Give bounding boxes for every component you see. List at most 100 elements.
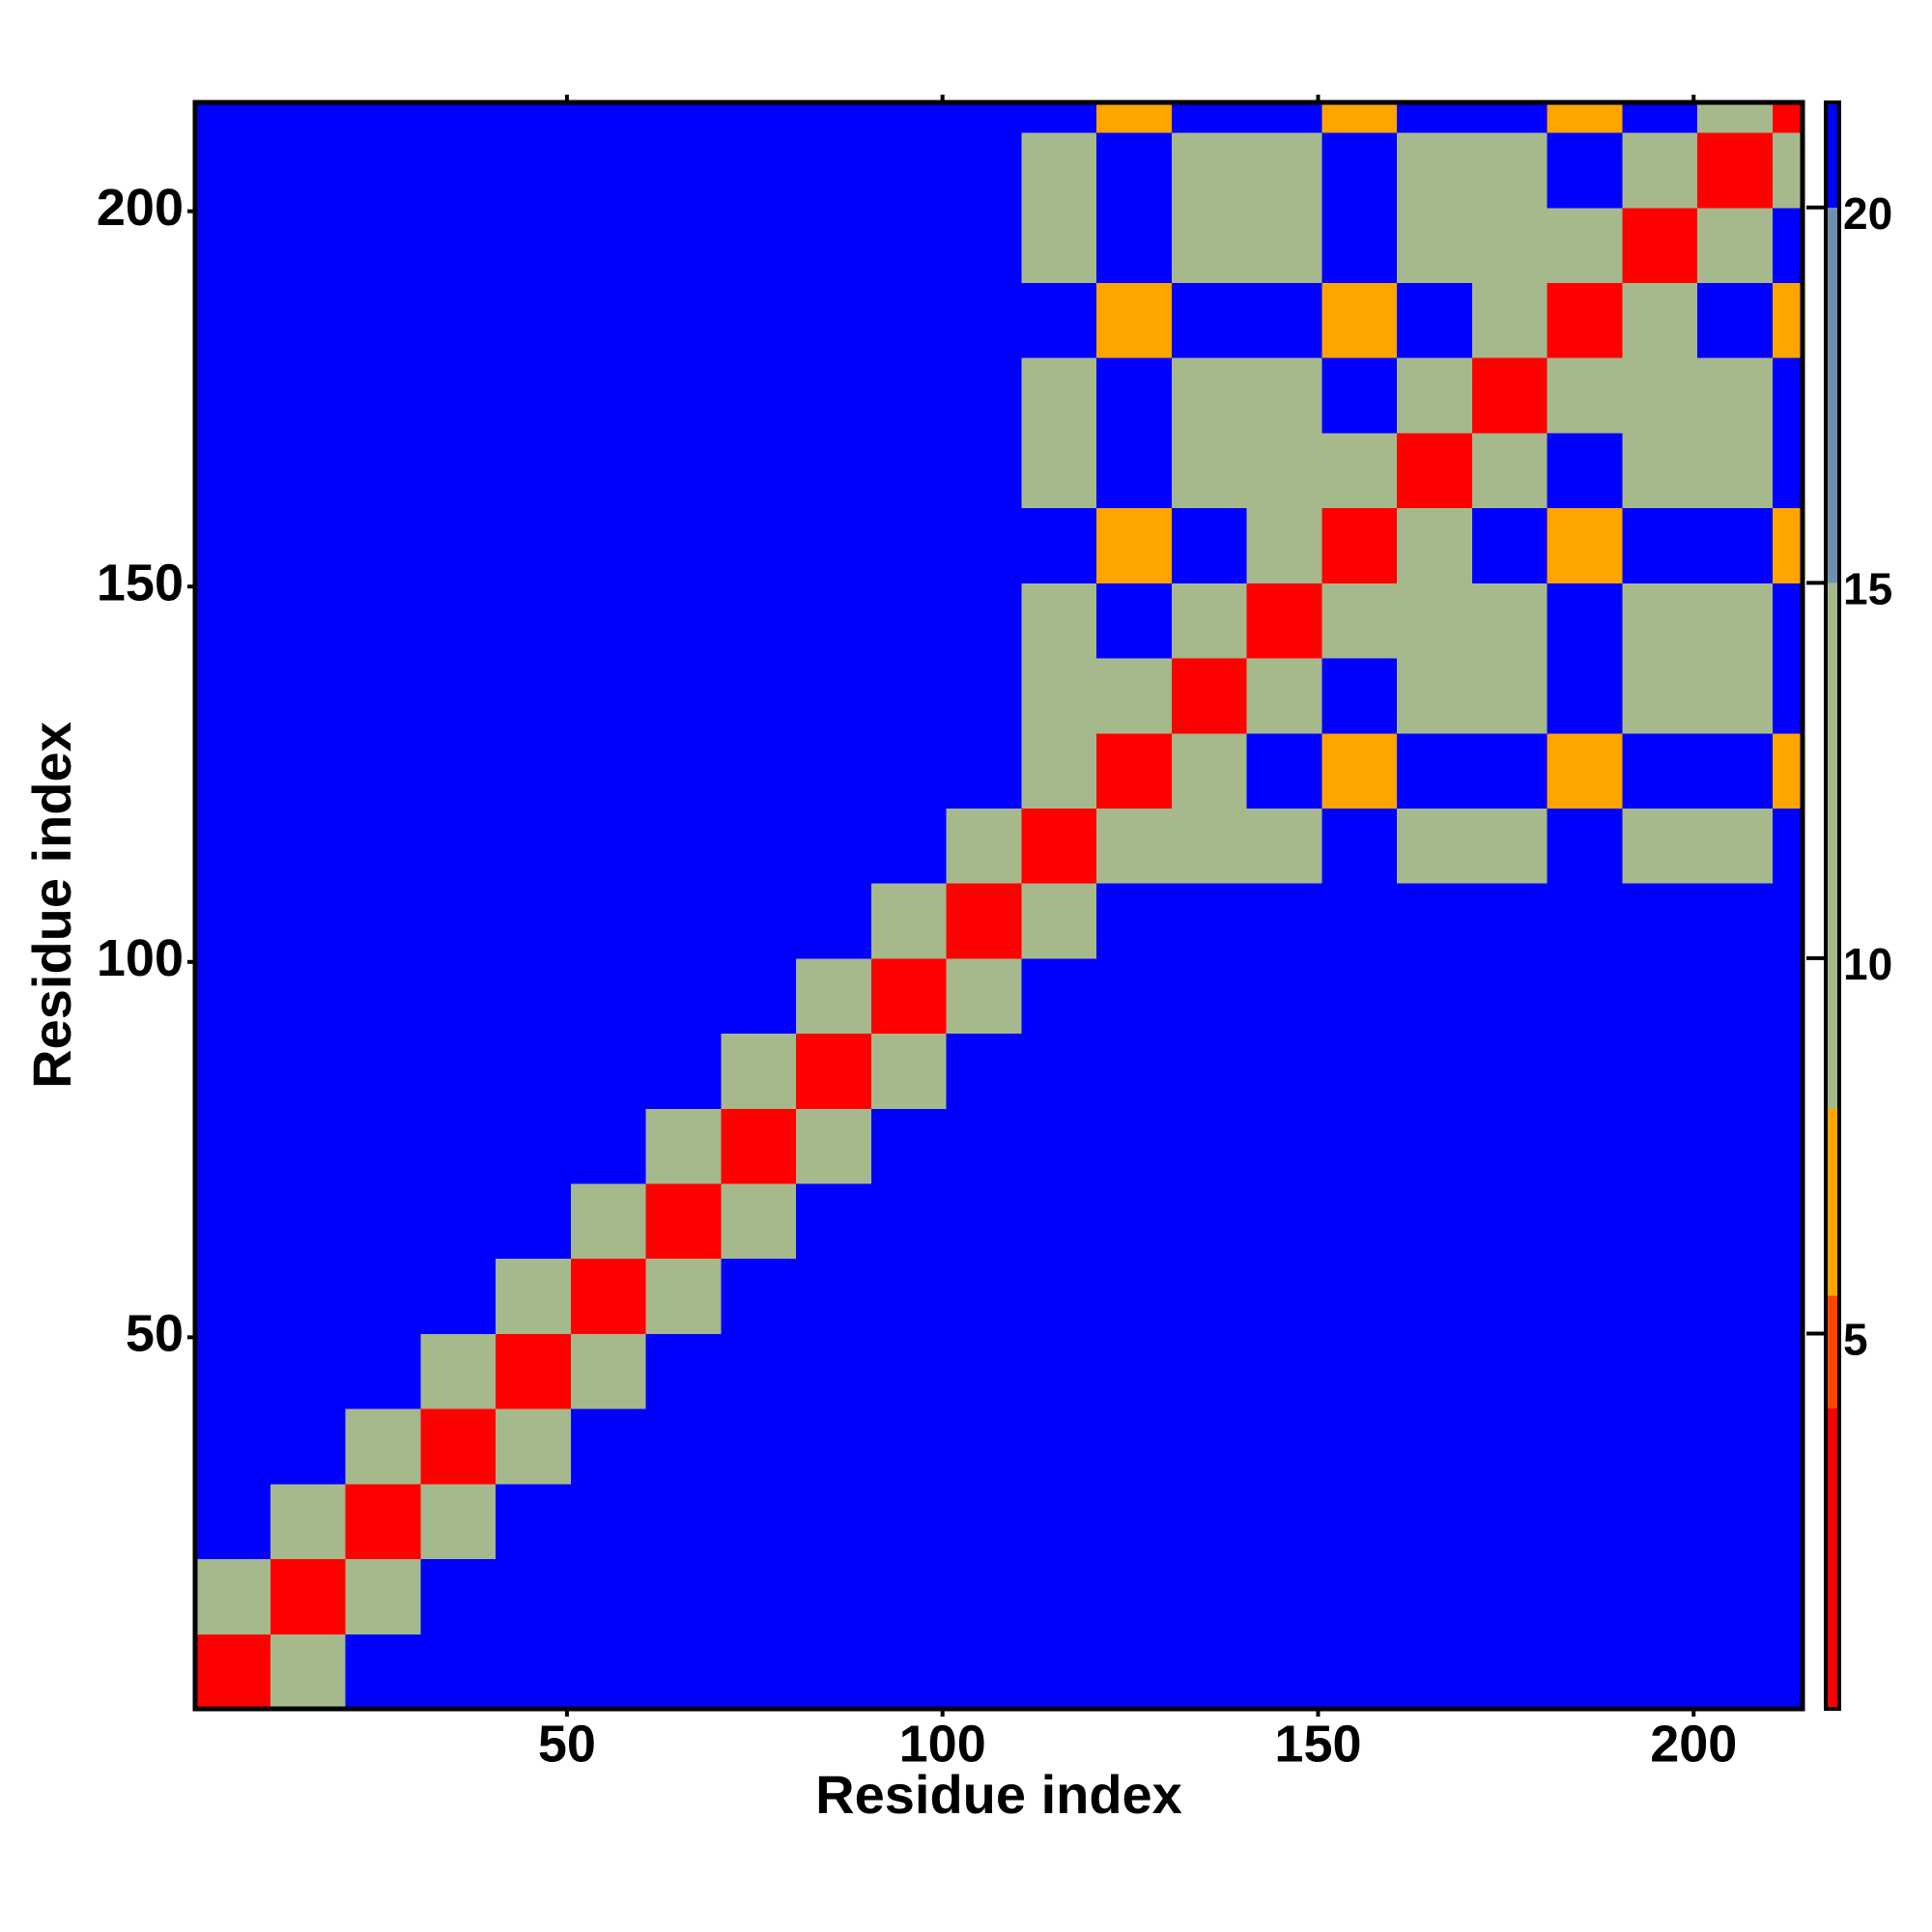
heatmap-cell <box>721 732 797 809</box>
heatmap-cell <box>496 1634 572 1710</box>
heatmap-cell <box>1697 432 1774 509</box>
heatmap-cell <box>870 102 948 133</box>
colorbar-band <box>1826 102 1839 208</box>
heatmap-cell <box>1397 1483 1473 1560</box>
heatmap-cell <box>1397 102 1473 133</box>
heatmap-cell <box>496 808 572 884</box>
heatmap-cell <box>1471 1483 1548 1560</box>
heatmap-cell <box>721 1258 797 1334</box>
heatmap-cell <box>946 102 1022 133</box>
heatmap-cell <box>345 102 421 133</box>
heatmap-cell <box>1321 1108 1398 1184</box>
heatmap-cell <box>1246 1408 1322 1485</box>
heatmap-cell <box>1471 102 1548 133</box>
heatmap-cell <box>946 808 1022 884</box>
heatmap-cell <box>1246 1333 1322 1409</box>
heatmap-cell <box>1622 1333 1698 1409</box>
x-axis-title: Residue index <box>815 1764 1182 1825</box>
heatmap-cell <box>946 582 1022 659</box>
heatmap-cell <box>1171 1408 1248 1485</box>
heatmap-cells <box>195 102 1804 1710</box>
heatmap-cell <box>420 658 497 734</box>
heatmap-cell <box>570 1558 647 1634</box>
heatmap-cell <box>796 1558 872 1634</box>
heatmap-cell <box>721 1483 797 1560</box>
heatmap-cell <box>420 432 497 509</box>
heatmap-cell <box>721 282 797 358</box>
heatmap-cell <box>1772 102 1804 133</box>
heatmap-cell <box>1697 132 1774 209</box>
heatmap-cell <box>496 132 572 209</box>
heatmap-cell <box>570 1333 647 1409</box>
heatmap-cell <box>870 132 948 209</box>
heatmap-cell <box>570 1483 647 1560</box>
heatmap-cell <box>645 1183 722 1260</box>
heatmap-cell <box>1021 1408 1097 1485</box>
heatmap-cell <box>1471 507 1548 583</box>
heatmap-cell <box>270 1258 347 1334</box>
heatmap-cell <box>420 1634 497 1710</box>
heatmap-cell <box>345 658 421 734</box>
heatmap-cell <box>1021 1258 1097 1334</box>
heatmap-cell <box>195 507 271 583</box>
heatmap-cell <box>946 132 1022 209</box>
heatmap-cell <box>270 507 347 583</box>
heatmap-cell <box>1321 957 1398 1035</box>
heatmap-cell <box>1171 1183 1248 1260</box>
heatmap-cell <box>345 1333 421 1409</box>
heatmap-cell <box>1171 1634 1248 1710</box>
heatmap-cell <box>1697 357 1774 434</box>
heatmap-cell <box>1697 1108 1774 1184</box>
heatmap-cell <box>345 207 421 284</box>
heatmap-cell <box>1622 282 1698 358</box>
heatmap-cell <box>870 1033 948 1109</box>
colorbar-band <box>1826 1408 1839 1709</box>
heatmap-cell <box>195 357 271 434</box>
heatmap-cell <box>420 732 497 809</box>
heatmap-cell <box>796 282 872 358</box>
heatmap-cell <box>645 207 722 284</box>
heatmap-cell <box>870 432 948 509</box>
heatmap-cell <box>1096 207 1173 284</box>
heatmap-cell <box>721 1108 797 1184</box>
heatmap-cell <box>1622 582 1698 659</box>
heatmap-cell <box>1772 507 1804 583</box>
heatmap-cell <box>270 1333 347 1409</box>
heatmap-cell <box>1096 957 1173 1035</box>
heatmap-cell <box>1772 883 1804 959</box>
heatmap-cell <box>420 102 497 133</box>
heatmap-cell <box>946 207 1022 284</box>
heatmap-cell <box>870 207 948 284</box>
heatmap-cell <box>1397 507 1473 583</box>
heatmap-cell <box>1021 957 1097 1035</box>
heatmap-cell <box>1321 1483 1398 1560</box>
heatmap-cell <box>1096 1183 1173 1260</box>
heatmap-cell <box>1321 883 1398 959</box>
heatmap-cell <box>1697 1258 1774 1334</box>
heatmap-cell <box>345 1183 421 1260</box>
heatmap-cell <box>270 1634 347 1710</box>
heatmap-cell <box>1772 207 1804 284</box>
heatmap-cell <box>721 658 797 734</box>
heatmap-cell <box>270 658 347 734</box>
heatmap-cell <box>1622 1108 1698 1184</box>
heatmap-cell <box>570 1183 647 1260</box>
heatmap-cell <box>345 957 421 1035</box>
heatmap-cell <box>946 432 1022 509</box>
heatmap-cell <box>870 1558 948 1634</box>
heatmap-cell <box>1246 1483 1322 1560</box>
heatmap-cell <box>345 1033 421 1109</box>
heatmap-cell <box>195 207 271 284</box>
heatmap-cell <box>270 1408 347 1485</box>
heatmap-cell <box>1471 432 1548 509</box>
heatmap-cell <box>420 1258 497 1334</box>
heatmap-cell <box>1321 207 1398 284</box>
heatmap-cell <box>1697 102 1774 133</box>
heatmap-cell <box>1772 1108 1804 1184</box>
heatmap-cell <box>796 432 872 509</box>
heatmap-cell <box>796 1483 872 1560</box>
heatmap-cell <box>570 102 647 133</box>
heatmap-cell <box>1547 957 1623 1035</box>
heatmap-cell <box>195 658 271 734</box>
heatmap-cell <box>1547 1558 1623 1634</box>
